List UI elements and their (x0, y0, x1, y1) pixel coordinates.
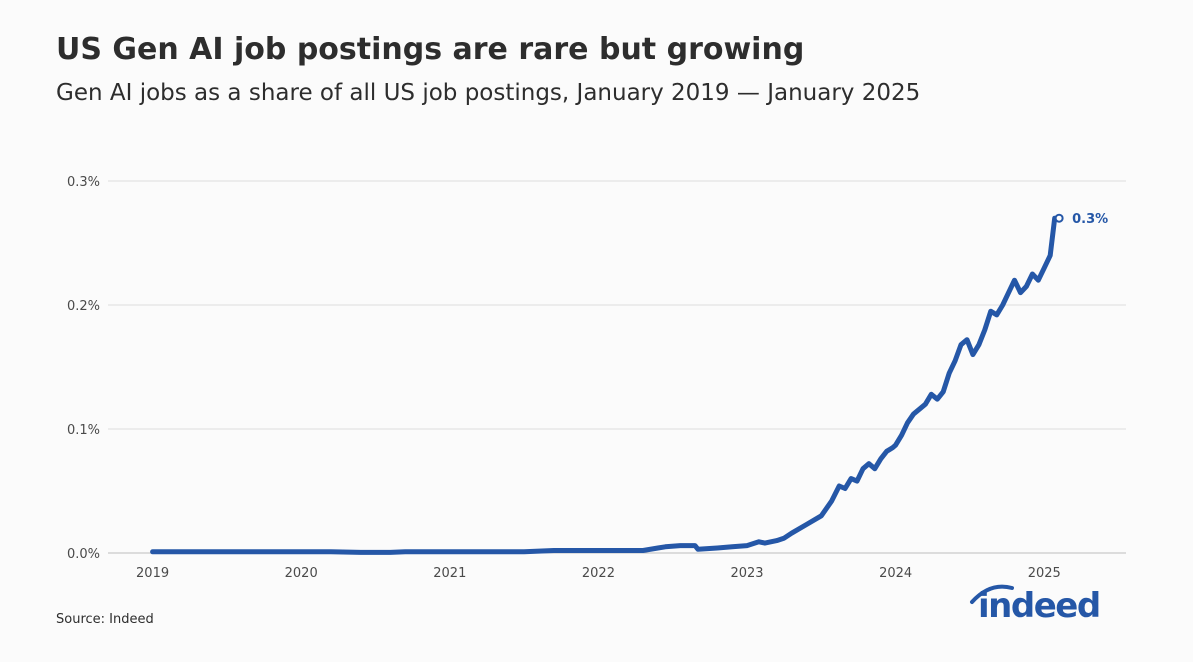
x-tick-label: 2021 (433, 566, 466, 581)
logo-arc-icon (970, 584, 1014, 604)
y-tick-label: 0.1% (67, 423, 100, 438)
x-axis-ticks: 2019 2020 2021 2022 2023 2024 2025 (136, 566, 1061, 581)
x-tick-label: 2024 (879, 566, 912, 581)
indeed-logo: indeed (966, 580, 1116, 630)
end-value-label: 0.3% (1072, 212, 1108, 227)
end-point-marker (1054, 213, 1064, 223)
x-tick-label: 2019 (136, 566, 169, 581)
chart-subtitle: Gen AI jobs as a share of all US job pos… (56, 80, 921, 106)
source-note: Source: Indeed (56, 612, 154, 627)
y-tick-label: 0.2% (67, 299, 100, 314)
y-axis-ticks: 0.0% 0.1% 0.2% 0.3% (67, 175, 100, 562)
chart-title: US Gen AI job postings are rare but grow… (56, 32, 805, 67)
series-line-0 (150, 215, 1062, 555)
series-layer: 0.3% (150, 212, 1108, 555)
y-tick-label: 0.3% (67, 175, 100, 190)
x-tick-label: 2025 (1028, 566, 1061, 581)
y-tick-label: 0.0% (67, 547, 100, 562)
x-tick-label: 2020 (285, 566, 318, 581)
x-tick-label: 2022 (582, 566, 615, 581)
x-tick-label: 2023 (730, 566, 763, 581)
logo-wordmark: indeed (978, 586, 1101, 626)
grid-layer (108, 180, 1126, 554)
